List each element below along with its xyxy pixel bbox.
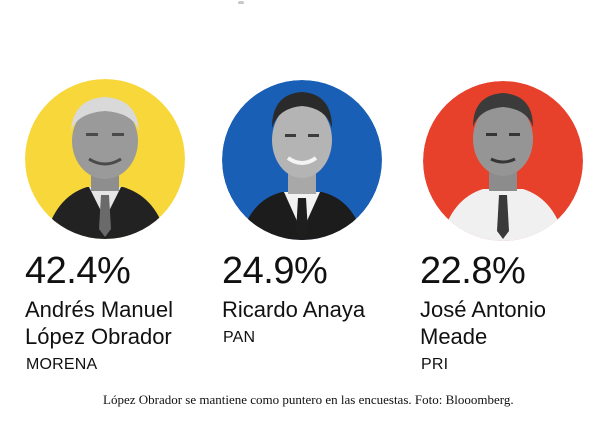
vote-percentage: 42.4% (25, 250, 131, 292)
candidate-photo-anaya (222, 80, 382, 240)
party-label: PRI (421, 356, 449, 373)
candidate-card-meade: 22.8% José Antonio Meade PRI (420, 0, 600, 380)
photo-caption: López Obrador se mantiene como puntero e… (103, 392, 514, 407)
candidate-name: Ricardo Anaya (222, 296, 365, 323)
candidate-name: José Antonio Meade (420, 296, 546, 350)
vote-percentage: 24.9% (222, 250, 328, 292)
vote-percentage: 22.8% (420, 250, 526, 292)
candidate-name-line-1: José Antonio (420, 297, 546, 322)
candidate-name: Andrés Manuel López Obrador (25, 296, 173, 350)
candidate-name-line-1: Ricardo Anaya (222, 297, 366, 322)
candidate-card-lopez-obrador: 42.4% Andrés Manuel López Obrador MORENA (25, 0, 205, 380)
candidate-card-anaya: 24.9% Ricardo Anaya PAN (222, 0, 402, 380)
party-label: MORENA (26, 356, 98, 373)
cropped-top-text (236, 0, 386, 4)
candidate-name-line-1: Andrés Manuel (25, 297, 173, 322)
candidate-photo-lopez-obrador (25, 79, 185, 239)
candidate-photo-meade (423, 81, 583, 241)
candidate-name-line-2: Meade (420, 324, 488, 349)
candidate-name-line-2: López Obrador (25, 324, 172, 349)
party-label: PAN (223, 329, 256, 346)
